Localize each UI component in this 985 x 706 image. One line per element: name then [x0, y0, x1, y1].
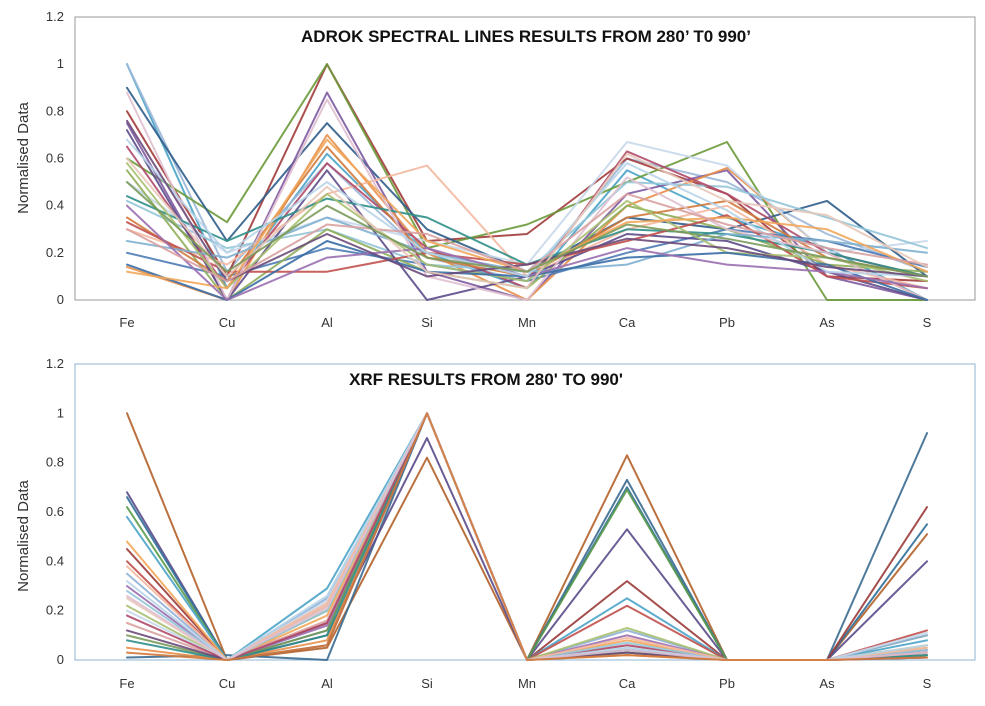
x-tick-label: Mn — [518, 315, 536, 330]
y-tick-label: 0.6 — [46, 151, 64, 166]
plot-area: 0 0.2 0.4 0.6 0.8 1 1.2 Fe Cu Al Si Mn Ca Pb As S — [46, 356, 976, 691]
y-tick-label: 0 — [57, 652, 64, 667]
series-line — [126, 162, 928, 290]
y-tick-label: 1 — [57, 56, 64, 71]
series-line — [126, 181, 928, 278]
y-tick-label: 1.2 — [46, 9, 64, 24]
x-tick-label: Al — [321, 676, 333, 691]
chart-title: XRF RESULTS FROM 280' TO 990' — [349, 370, 623, 389]
x-tick-label: Si — [421, 315, 433, 330]
series-line — [126, 91, 928, 301]
y-tick-label: 1 — [57, 405, 64, 420]
y-tick-label: 0.8 — [46, 455, 64, 470]
x-tick-label: Mn — [518, 676, 536, 691]
y-tick-label: 0.2 — [46, 245, 64, 260]
y-tick-label: 0.2 — [46, 603, 64, 618]
x-tick-label: S — [923, 315, 932, 330]
x-tick-label: Ca — [619, 315, 636, 330]
x-tick-label: As — [819, 315, 835, 330]
y-tick-label: 0.6 — [46, 504, 64, 519]
x-tick-label: Fe — [119, 315, 134, 330]
y-tick-label: 1.2 — [46, 356, 64, 371]
plot-area: 0 0.2 0.4 0.6 0.8 1 1.2 Fe Cu Al Si Mn Ca Pb As S — [46, 9, 976, 330]
y-tick-label: 0.4 — [46, 553, 64, 568]
chart-xrf: XRF RESULTS FROM 280' TO 990' Normalised… — [15, 356, 976, 691]
y-axis-title: Normalised Data — [15, 479, 32, 591]
x-tick-label: As — [819, 676, 835, 691]
x-tick-label: Si — [421, 676, 433, 691]
series-line — [126, 119, 928, 283]
chart-adrok-spectral: ADROK SPECTRAL LINES RESULTS FROM 280’ T… — [15, 9, 976, 330]
x-tick-label: Pb — [719, 315, 735, 330]
y-tick-label: 0 — [57, 292, 64, 307]
y-axis-title: Normalised Data — [15, 101, 32, 213]
y-tick-label: 0.4 — [46, 198, 64, 213]
x-tick-label: Ca — [619, 676, 636, 691]
x-tick-label: Cu — [219, 676, 236, 691]
x-tick-label: S — [923, 676, 932, 691]
chart-title: ADROK SPECTRAL LINES RESULTS FROM 280’ T… — [301, 27, 751, 46]
series-line — [126, 152, 928, 290]
series-line — [126, 412, 928, 661]
x-tick-label: Pb — [719, 676, 735, 691]
x-tick-label: Al — [321, 315, 333, 330]
x-tick-label: Fe — [119, 676, 134, 691]
y-tick-label: 0.8 — [46, 103, 64, 118]
plot-frame — [74, 363, 976, 661]
x-tick-label: Cu — [219, 315, 236, 330]
